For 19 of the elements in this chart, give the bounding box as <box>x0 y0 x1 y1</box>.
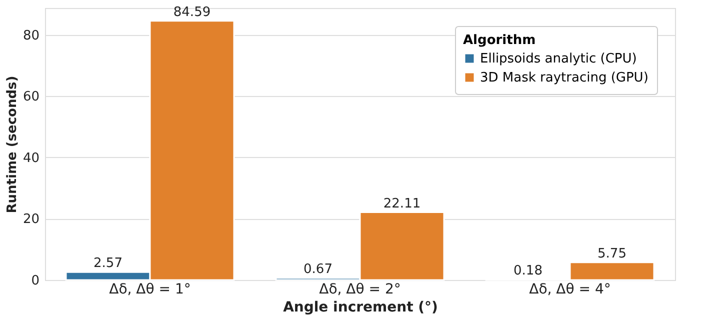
data-label: 0.67 <box>304 262 332 277</box>
y-axis-title: Runtime (seconds) <box>4 76 20 214</box>
x-tick-label: Δδ, Δθ = 4° <box>529 282 611 298</box>
legend-label: Ellipsoids analytic (CPU) <box>480 52 637 66</box>
y-tick-label: 20 <box>22 212 40 228</box>
data-label: 2.57 <box>94 256 122 272</box>
y-tick-label: 0 <box>31 274 40 288</box>
x-tick-label: Δδ, Δθ = 2° <box>319 282 401 298</box>
y-tick-label: 80 <box>22 28 40 44</box>
x-axis-title: Angle increment (°) <box>283 300 438 316</box>
data-label: 22.11 <box>383 196 421 212</box>
data-label: 5.75 <box>598 246 626 262</box>
y-tick-label: 40 <box>22 150 40 166</box>
y-tick-label: 60 <box>22 90 40 105</box>
legend-label: 3D Mask raytracing (GPU) <box>480 70 648 86</box>
data-label: 84.59 <box>173 4 211 20</box>
x-tick-label: Δδ, Δθ = 1° <box>109 282 191 298</box>
legend-title: Algorithm <box>463 33 536 48</box>
data-label: 0.18 <box>514 263 542 278</box>
